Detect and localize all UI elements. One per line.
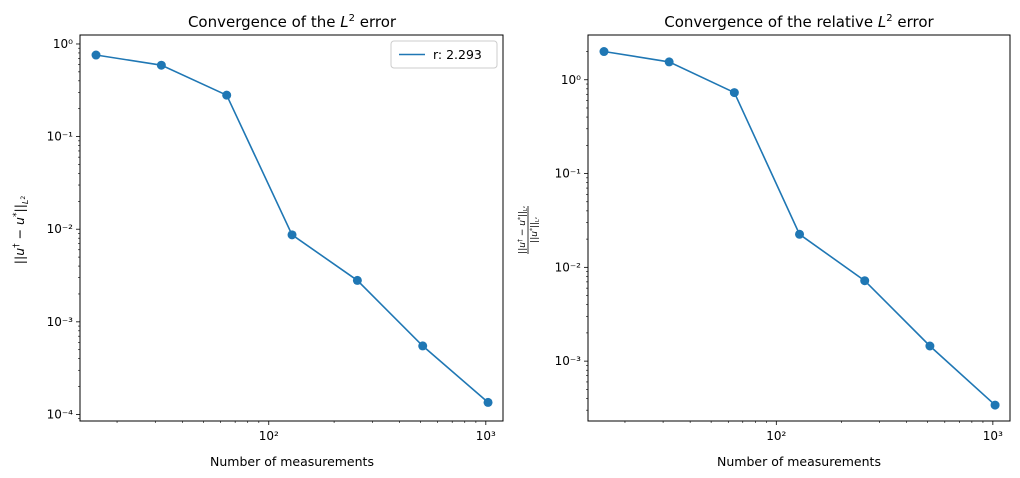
x-tick-label: 10³ <box>983 429 1003 443</box>
right-x-axis-label: Number of measurements <box>717 454 881 469</box>
data-point <box>860 276 870 286</box>
x-tick-label: 10³ <box>476 429 496 443</box>
data-point <box>91 50 101 60</box>
svg-text:||u*||L²: ||u*||L² <box>529 217 541 243</box>
y-tick-label: 10⁻² <box>555 260 582 274</box>
legend: r: 2.293 <box>390 40 498 69</box>
data-point <box>664 57 674 67</box>
right-chart: Convergence of the relative L2 error 10²… <box>517 13 1011 469</box>
left-plot-area: 10² 10³ 10⁻⁴ 10⁻³ 10⁻² 10⁻¹ 10⁰ r: 2.293 <box>47 34 504 443</box>
y-tick-label: 10⁻¹ <box>555 167 582 181</box>
data-point <box>287 230 297 240</box>
y-tick-label: 10⁰ <box>561 73 581 87</box>
y-tick-label: 10⁻³ <box>47 315 74 329</box>
right-y-axis-label: ||u† − u*||L² ||u*||L² <box>517 206 541 254</box>
data-point <box>483 397 493 407</box>
y-tick-label: 10⁻¹ <box>47 130 74 144</box>
left-x-axis-label: Number of measurements <box>210 454 374 469</box>
data-point <box>352 275 362 285</box>
y-tick-label: 10⁻³ <box>555 354 582 368</box>
svg-text:||u† − u*||L²: ||u† − u*||L² <box>517 206 529 254</box>
data-point <box>925 341 935 351</box>
axes-frame <box>587 34 1011 422</box>
y-tick-label: 10⁻² <box>47 222 74 236</box>
x-tick-label: 10² <box>259 429 279 443</box>
data-point <box>418 341 428 351</box>
data-point <box>990 400 1000 410</box>
y-tick-label: 10⁰ <box>53 37 73 51</box>
legend-label: r: 2.293 <box>433 47 482 62</box>
axes-frame <box>79 34 504 422</box>
data-point <box>795 229 805 239</box>
left-chart: Convergence of the L2 error 10² 10³10⁻⁴10… <box>12 13 504 469</box>
legend-box <box>390 40 498 69</box>
left-y-axis-label: ||u† − u*||L2 <box>12 196 30 265</box>
y-tick-label: 10⁻⁴ <box>47 407 74 421</box>
series-line <box>603 50 996 406</box>
data-point <box>729 88 739 98</box>
data-point <box>599 47 609 57</box>
data-point <box>156 60 166 70</box>
series-line <box>95 54 489 403</box>
left-chart-title: Convergence of the L2 error <box>188 13 397 31</box>
data-point <box>222 90 232 100</box>
right-chart-title: Convergence of the relative L2 error <box>664 13 934 31</box>
right-plot-area: 10² 10³ 10⁻³ 10⁻² 10⁻¹ 10⁰ <box>555 34 1011 443</box>
x-tick-label: 10² <box>766 429 786 443</box>
